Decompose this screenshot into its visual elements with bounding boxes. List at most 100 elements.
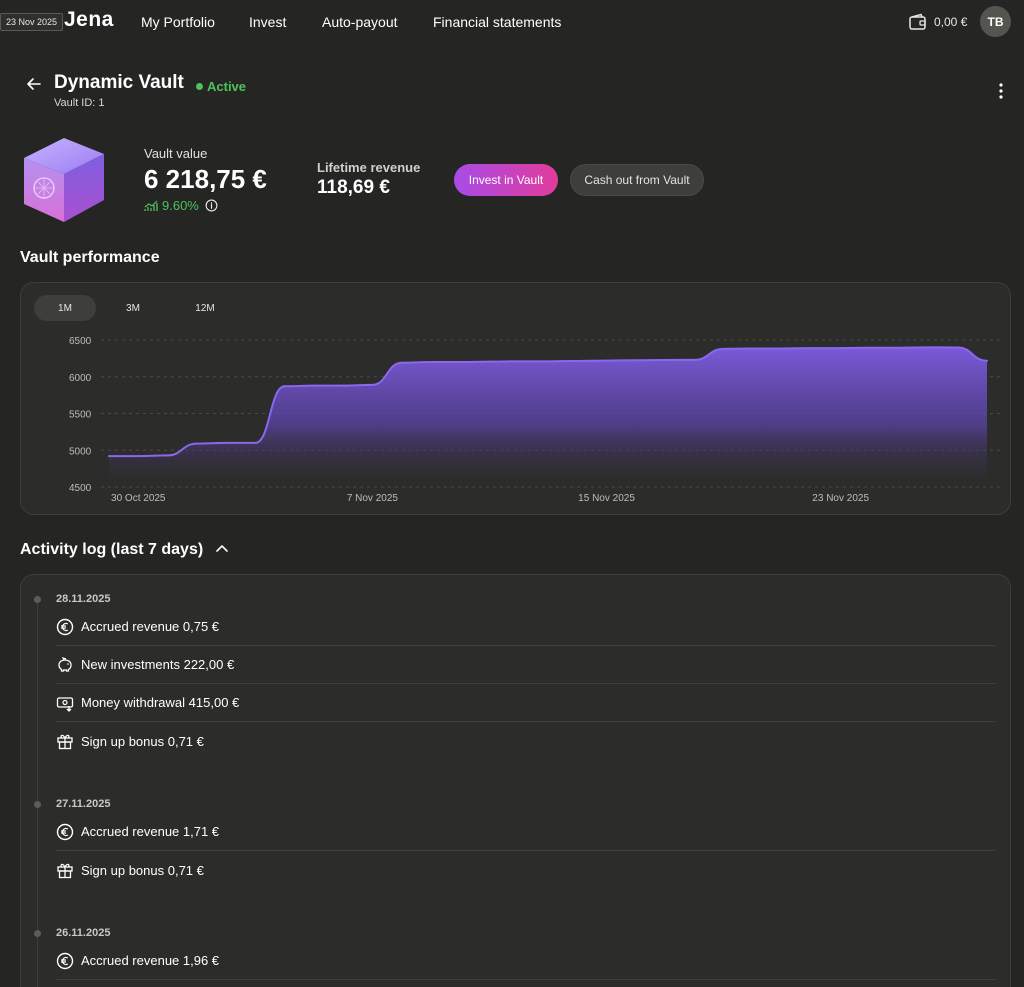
vault-safe-icon bbox=[24, 138, 104, 222]
nav-my-portfolio[interactable]: My Portfolio bbox=[141, 14, 215, 30]
activity-title: Activity log (last 7 days) bbox=[20, 541, 204, 558]
data-point bbox=[108, 455, 110, 458]
activity-item: Money withdrawal 415,00 € bbox=[56, 684, 996, 722]
euro-coin-icon bbox=[56, 823, 74, 840]
activity-text: Sign up bonus 0,71 € bbox=[81, 733, 204, 749]
data-point bbox=[810, 347, 813, 350]
activity-text: Accrued revenue 1,96 € bbox=[81, 953, 220, 968]
data-point bbox=[254, 441, 257, 444]
activity-text: Accrued revenue 0,75 € bbox=[81, 619, 220, 634]
data-point bbox=[839, 347, 842, 350]
status-badge: Active bbox=[196, 79, 246, 94]
back-arrow-icon[interactable] bbox=[24, 74, 44, 94]
info-icon[interactable] bbox=[205, 199, 218, 212]
y-tick-label: 5500 bbox=[69, 410, 92, 421]
data-point bbox=[956, 346, 959, 349]
vault-id: Vault ID: 1 bbox=[54, 97, 105, 109]
vault-change: 9.60% bbox=[144, 198, 218, 213]
area-series bbox=[109, 347, 987, 487]
data-point bbox=[429, 361, 432, 364]
data-point bbox=[693, 358, 696, 361]
data-point bbox=[283, 385, 286, 388]
activity-item: Accrued revenue 1,71 € bbox=[56, 813, 996, 851]
chevron-up-icon[interactable] bbox=[214, 541, 230, 557]
wallet-icon[interactable] bbox=[908, 12, 928, 32]
data-point bbox=[605, 359, 608, 362]
activity-text: Money withdrawal 415,00 € bbox=[81, 695, 240, 710]
top-nav: 23 Nov 2025 Jena My Portfolio Invest Aut… bbox=[0, 0, 1024, 44]
data-point bbox=[371, 383, 374, 386]
data-point bbox=[342, 384, 345, 387]
timeline-dot bbox=[34, 596, 41, 603]
performance-card: 1M 3M 12M 6500 6000 5500 5000 4500 30 Oct 202… bbox=[20, 282, 1011, 515]
activity-text: Sign up bonus 0,71 € bbox=[81, 862, 204, 878]
activity-card: 28.11.2025 Accrued revenue 0,75 € New inve… bbox=[20, 574, 1011, 987]
gift-icon bbox=[57, 863, 73, 879]
euro-coin-icon bbox=[56, 618, 74, 635]
activity-item: Sign up bonus 0,71 € bbox=[56, 851, 996, 889]
x-tick-label: 15 Nov 2025 bbox=[578, 493, 635, 504]
status-dot-icon bbox=[196, 83, 203, 90]
timeline-dot bbox=[34, 930, 41, 937]
data-point bbox=[166, 454, 169, 457]
piggy-bank-icon bbox=[58, 656, 72, 672]
tab-12m[interactable]: 12M bbox=[195, 302, 215, 314]
performance-chart: 6500 6000 5500 5000 4500 30 Oct 2025 7 Nov 202… bbox=[69, 336, 1001, 504]
tab-1m[interactable]: 1M bbox=[34, 295, 96, 321]
more-options-icon[interactable] bbox=[994, 81, 1008, 101]
data-point bbox=[488, 360, 491, 363]
nav-invest[interactable]: Invest bbox=[249, 14, 287, 30]
timeline-dot bbox=[34, 801, 41, 808]
page-title: Dynamic Vault bbox=[54, 72, 184, 93]
avatar[interactable]: TB bbox=[980, 6, 1011, 37]
data-point bbox=[898, 346, 901, 349]
data-point bbox=[722, 347, 725, 350]
cash-out-button[interactable]: Cash out from Vault bbox=[570, 164, 704, 196]
nav-financial-statements[interactable]: Financial statements bbox=[433, 14, 562, 30]
y-tick-label: 6000 bbox=[69, 373, 92, 384]
data-point bbox=[400, 361, 403, 364]
x-tick-label: 30 Oct 2025 bbox=[111, 493, 166, 504]
nav-auto-payout[interactable]: Auto-payout bbox=[322, 14, 398, 30]
y-tick-label: 4500 bbox=[69, 483, 92, 494]
vault-value-label: Vault value bbox=[144, 146, 208, 161]
data-point bbox=[459, 361, 462, 364]
activity-item: Sign up bonus 0,71 € bbox=[56, 980, 996, 987]
cash-withdraw-icon bbox=[56, 696, 74, 712]
lifetime-revenue-label: Lifetime revenue bbox=[317, 160, 421, 175]
data-point bbox=[781, 347, 784, 350]
activity-item: Sign up bonus 0,71 € bbox=[56, 722, 996, 760]
performance-title: Vault performance bbox=[20, 249, 160, 266]
data-point bbox=[517, 360, 520, 363]
data-point bbox=[634, 359, 637, 362]
tab-3m[interactable]: 3M bbox=[126, 302, 140, 314]
data-point bbox=[986, 359, 988, 362]
activity-item: Accrued revenue 0,75 € bbox=[56, 608, 996, 646]
x-tick-label: 7 Nov 2025 bbox=[347, 493, 399, 504]
invest-in-vault-button[interactable]: Invest in Vault bbox=[454, 164, 558, 196]
timeline-line bbox=[37, 595, 38, 987]
data-point bbox=[868, 346, 871, 349]
data-point bbox=[576, 359, 579, 362]
vault-value: 6 218,75 € bbox=[144, 164, 267, 194]
activity-date: 28.11.2025 bbox=[56, 593, 111, 605]
data-point bbox=[547, 360, 549, 363]
lifetime-revenue-value: 118,69 € bbox=[317, 177, 390, 198]
trend-up-icon bbox=[144, 200, 158, 211]
data-point bbox=[225, 441, 228, 444]
activity-text: Accrued revenue 1,71 € bbox=[81, 824, 220, 839]
wallet-balance: 0,00 € bbox=[934, 15, 968, 29]
data-point bbox=[312, 384, 315, 387]
data-point bbox=[927, 346, 930, 349]
data-point bbox=[751, 347, 754, 350]
y-tick-label: 6500 bbox=[69, 336, 92, 347]
change-value: 9.60% bbox=[162, 198, 199, 213]
gift-icon bbox=[57, 734, 73, 750]
logo[interactable]: Jena bbox=[64, 8, 114, 31]
y-tick-label: 5000 bbox=[69, 446, 92, 457]
x-tick-label: 23 Nov 2025 bbox=[812, 493, 869, 504]
data-point bbox=[664, 358, 667, 361]
date-tag: 23 Nov 2025 bbox=[0, 13, 64, 31]
data-point bbox=[195, 442, 198, 445]
activity-item: New investments 222,00 € bbox=[56, 646, 996, 684]
